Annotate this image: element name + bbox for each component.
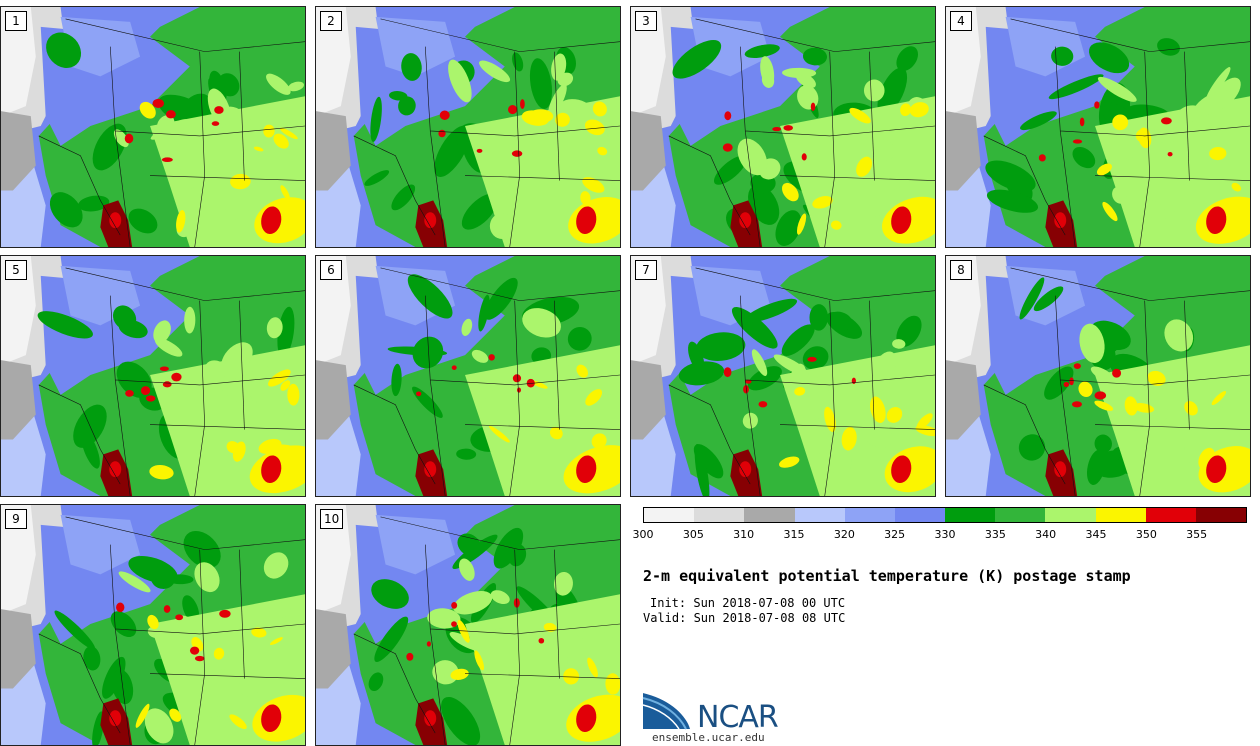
init-time: Init: Sun 2018-07-08 00 UTC (650, 596, 846, 610)
colorbar-segment (945, 508, 996, 522)
colorbar-tick-label: 310 (733, 528, 755, 541)
colorbar-tick-label: 315 (783, 528, 805, 541)
colorbar-tick-label: 320 (833, 528, 855, 541)
postage-stamp-panel-7: 7 (630, 255, 936, 497)
colorbar-segment (1095, 508, 1146, 522)
map-5 (1, 256, 305, 496)
map-7 (631, 256, 935, 496)
colorbar-tick-label: 325 (884, 528, 906, 541)
valid-time: Valid: Sun 2018-07-08 08 UTC (643, 611, 846, 625)
colorbar-segment (844, 508, 895, 522)
colorbar-tick-label: 305 (682, 528, 704, 541)
colorbar-tick-label: 340 (1035, 528, 1057, 541)
map-10 (316, 505, 620, 745)
logo-text: NCAR (697, 700, 779, 735)
member-label: 5 (5, 260, 27, 280)
colorbar-segment (644, 508, 695, 522)
postage-stamp-panel-4: 4 (945, 6, 1251, 248)
postage-stamp-panel-5: 5 (0, 255, 306, 497)
colorbar-tick-label: 335 (984, 528, 1006, 541)
colorbar-tick-label: 330 (934, 528, 956, 541)
member-label: 9 (5, 509, 27, 529)
colorbar-segment (894, 508, 946, 522)
postage-stamp-panel-1: 1 (0, 6, 306, 248)
map-6 (316, 256, 620, 496)
postage-stamp-panel-3: 3 (630, 6, 936, 248)
colorbar (643, 507, 1247, 523)
postage-stamp-panel-2: 2 (315, 6, 621, 248)
map-9 (1, 505, 305, 745)
colorbar-segment (794, 508, 845, 522)
colorbar-ticks: 300 305 310 315 320 325 330 335 340 345 350 355 (633, 528, 1247, 544)
ncar-logo-icon (642, 691, 693, 730)
colorbar-segment (995, 508, 1046, 522)
map-1 (1, 7, 305, 247)
member-label: 3 (635, 11, 657, 31)
colorbar-tick-label: 345 (1085, 528, 1107, 541)
colorbar-segment (1045, 508, 1096, 522)
colorbar-tick-label: 355 (1186, 528, 1208, 541)
member-label: 8 (950, 260, 972, 280)
member-label: 4 (950, 11, 972, 31)
postage-stamp-panel-10: 10 (315, 504, 621, 746)
plot-title: 2-m equivalent potential temperature (K)… (643, 567, 1131, 585)
postage-stamp-panel-9: 9 (0, 504, 306, 746)
colorbar-segment (1145, 508, 1196, 522)
postage-stamp-panel-8: 8 (945, 255, 1251, 497)
colorbar-segment (1195, 508, 1247, 522)
colorbar-segment (694, 508, 745, 522)
map-4 (946, 7, 1250, 247)
member-label: 2 (320, 11, 342, 31)
map-3 (631, 7, 935, 247)
colorbar-tick-label: 300 (632, 528, 654, 541)
member-label: 7 (635, 260, 657, 280)
logo-url: ensemble.ucar.edu (652, 731, 765, 744)
map-8 (946, 256, 1250, 496)
postage-stamp-panel-6: 6 (315, 255, 621, 497)
member-label: 6 (320, 260, 342, 280)
map-2 (316, 7, 620, 247)
member-label: 10 (320, 509, 344, 529)
colorbar-tick-label: 350 (1135, 528, 1157, 541)
member-label: 1 (5, 11, 27, 31)
colorbar-segment (744, 508, 795, 522)
